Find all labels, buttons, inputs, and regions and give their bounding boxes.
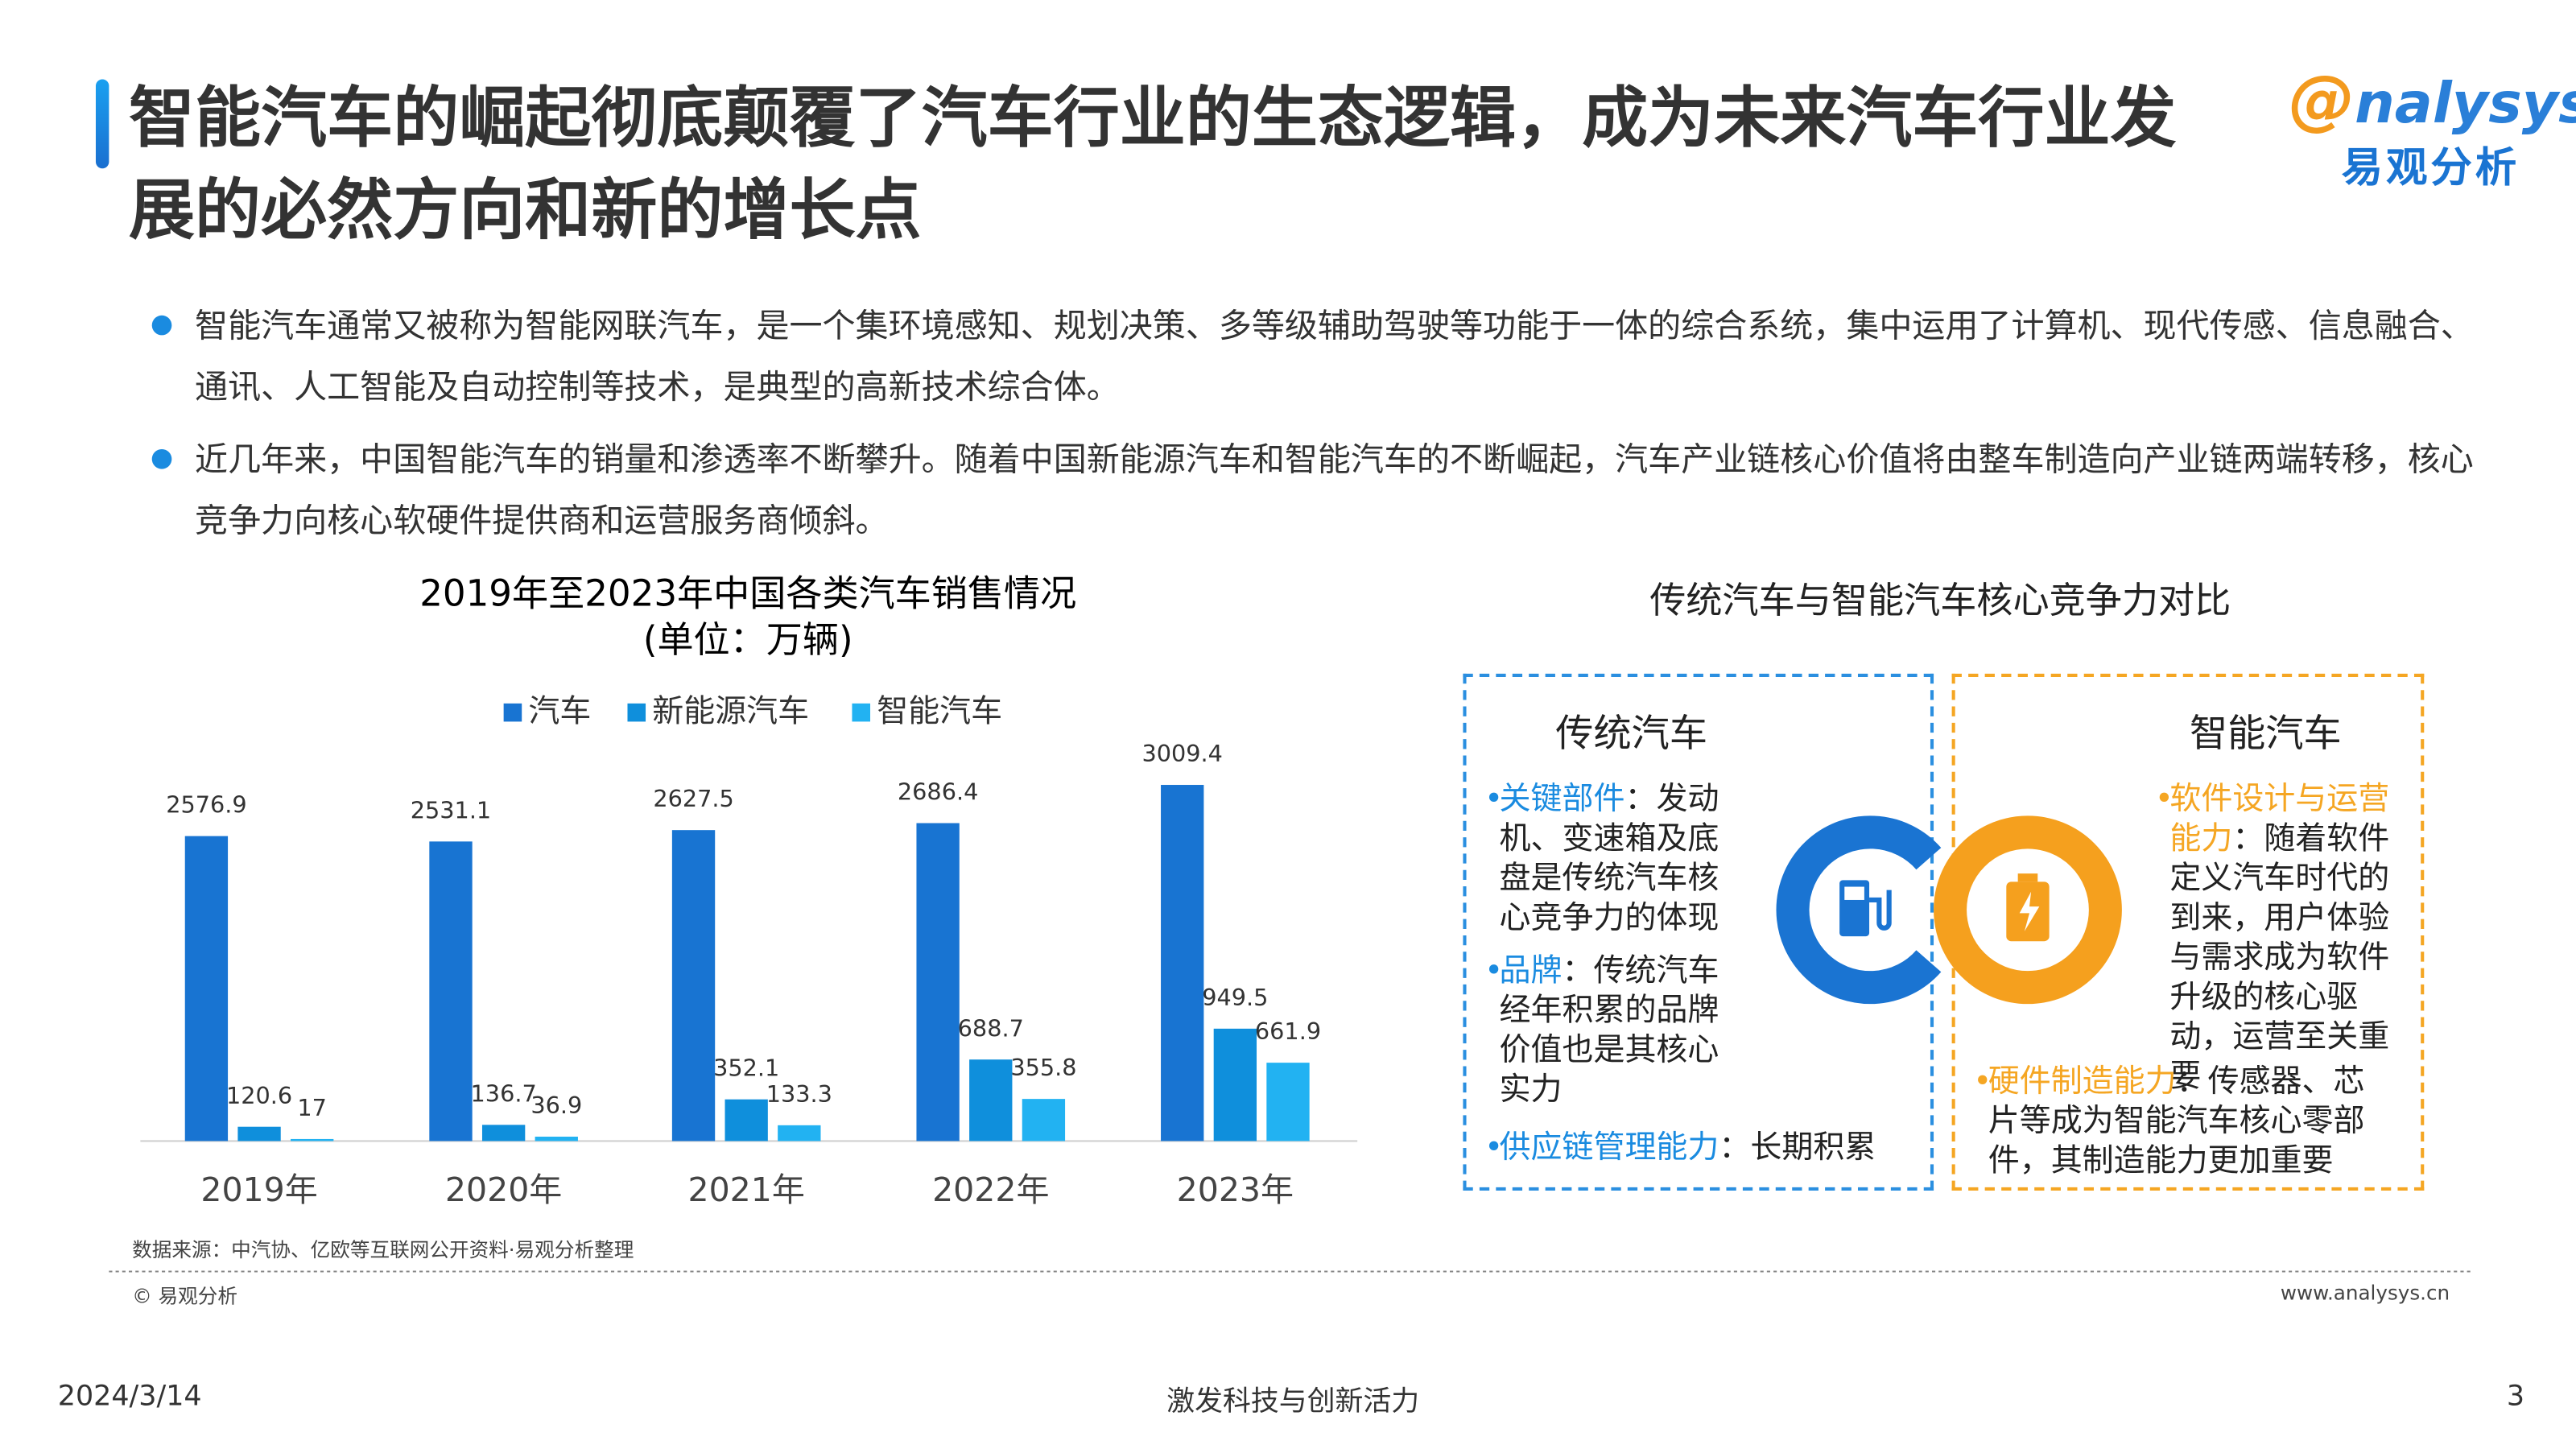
item-label: 硬件制造能力: [1988, 1063, 2177, 1100]
comp-item: • 关键部件：发动机、变速箱及底盘是传统汽车核心竞争力的体现: [1484, 781, 1719, 937]
value-label: 3009.4: [1141, 740, 1222, 767]
bar: [1161, 785, 1204, 1141]
value-label: 355.8: [1010, 1054, 1076, 1081]
bullet: 智能汽车通常又被称为智能网联汽车，是一个集环境感知、规划决策、多等级辅助驾驶等功…: [151, 295, 2474, 418]
bar: [969, 1059, 1013, 1141]
logo-text: nalysys: [2355, 71, 2576, 138]
value-label: 136.7: [471, 1080, 537, 1107]
value-label: 133.3: [766, 1080, 832, 1108]
item-label: 关键部件: [1499, 781, 1625, 818]
bar: [481, 1125, 526, 1141]
bar: [1213, 1028, 1257, 1141]
bar: [184, 836, 229, 1141]
comp-item: • 供应链管理能力：长期积累: [1484, 1129, 1876, 1166]
item-label: 品牌: [1499, 952, 1563, 989]
item-label: 供应链管理能力: [1499, 1129, 1719, 1166]
bar: [778, 1125, 821, 1141]
heading: 传统汽车: [1555, 713, 1708, 757]
source: 数据来源：中汽协、亿欧等互联网公开资料·易观分析整理: [132, 1238, 634, 1262]
item-text: ：传感器、芯片等成为智能汽车核心零部件，其制造能力更加重要: [1988, 1063, 2365, 1179]
value-label: 2686.4: [898, 778, 978, 806]
value-label: 949.5: [1202, 984, 1268, 1011]
copyright: © 易观分析: [132, 1284, 238, 1308]
bar: [237, 1126, 281, 1141]
value-label: 17: [297, 1094, 327, 1121]
x-tick-label: 2021年: [687, 1170, 804, 1209]
date: 2024/3/14: [57, 1380, 202, 1414]
item-text: ：传统汽车经年积累的品牌价值也是其核心实力: [1499, 952, 1719, 1108]
rings: [1776, 815, 2122, 1005]
traditional-box: [1463, 673, 1934, 1191]
comp-item: • 品牌：传统汽车经年积累的品牌价值也是其核心实力: [1484, 952, 1719, 1108]
item-text: ：随着软件定义汽车时代的到来，用户体验与需求成为软件升级的核心驱动，运营至关重要: [2169, 820, 2390, 1095]
website: www.analysys.cn: [2280, 1281, 2450, 1305]
legend-label: 新能源汽车: [652, 694, 809, 730]
value-label: 2576.9: [166, 791, 246, 819]
logo-cn: 易观分析: [2341, 143, 2520, 192]
value-label: 661.9: [1255, 1018, 1321, 1045]
legend-swatch: [503, 703, 522, 722]
bar: [724, 1099, 768, 1141]
comp-item: • 软件设计与运营能力：随着软件定义汽车时代的到来，用户体验与需求成为软件升级的核…: [2154, 781, 2390, 1095]
logo: @nalysys: [2289, 63, 2576, 138]
chart-subtitle: (单位：万辆): [643, 618, 853, 661]
bar: [535, 1137, 578, 1141]
slide-title: 智能汽车的崛起彻底颠覆了汽车行业的生态逻辑，成为未来汽车行业发展的必然方向和新的…: [128, 80, 2177, 250]
value-label: 2627.5: [653, 785, 733, 812]
bar: [1266, 1063, 1310, 1141]
legend-swatch: [852, 703, 871, 722]
bar: [1022, 1099, 1066, 1141]
x-tick-label: 2020年: [445, 1170, 562, 1209]
value-label: 36.9: [530, 1092, 582, 1119]
chart-title: 2019年至2023年中国各类汽车销售情况: [419, 572, 1076, 615]
title-accent: [95, 79, 109, 169]
bullet: 近几年来，中国智能汽车的销量和渗透率不断攀升。随着中国新能源汽车和智能汽车的不断…: [151, 429, 2474, 551]
legend-label: 智能汽车: [877, 694, 1002, 730]
x-tick-label: 2023年: [1177, 1170, 1294, 1209]
comp-item: • 硬件制造能力：传感器、芯片等成为智能汽车核心零部件，其制造能力更加重要: [1973, 1063, 2365, 1179]
bar: [429, 841, 473, 1141]
legend-label: 汽车: [528, 694, 591, 730]
item-text: ：发动机、变速箱及底盘是传统汽车核心竞争力的体现: [1499, 781, 1719, 937]
bullet-text: 近几年来，中国智能汽车的销量和渗透率不断攀升。随着中国新能源汽车和智能汽车的不断…: [195, 439, 2474, 540]
item-text: ：长期积累: [1719, 1129, 1876, 1166]
comparison-title: 传统汽车与智能汽车核心竞争力对比: [1649, 581, 2231, 623]
legend-swatch: [627, 703, 646, 722]
bar: [671, 830, 716, 1141]
x-tick-label: 2022年: [932, 1170, 1049, 1209]
slogan: 激发科技与创新活力: [1166, 1385, 1420, 1419]
value-label: 2531.1: [411, 796, 491, 824]
page-number: 3: [2506, 1380, 2525, 1414]
bar: [291, 1138, 334, 1141]
bullet-text: 智能汽车通常又被称为智能网联汽车，是一个集环境感知、规划决策、多等级辅助驾驶等功…: [195, 305, 2474, 407]
value-label: 120.6: [226, 1082, 292, 1109]
value-label: 352.1: [713, 1055, 779, 1082]
x-tick-label: 2019年: [200, 1170, 317, 1209]
value-label: 688.7: [958, 1014, 1024, 1042]
item-label: 软件设计与运营能力: [2169, 781, 2390, 857]
bar: [916, 823, 960, 1141]
heading: 智能汽车: [2189, 713, 2342, 757]
